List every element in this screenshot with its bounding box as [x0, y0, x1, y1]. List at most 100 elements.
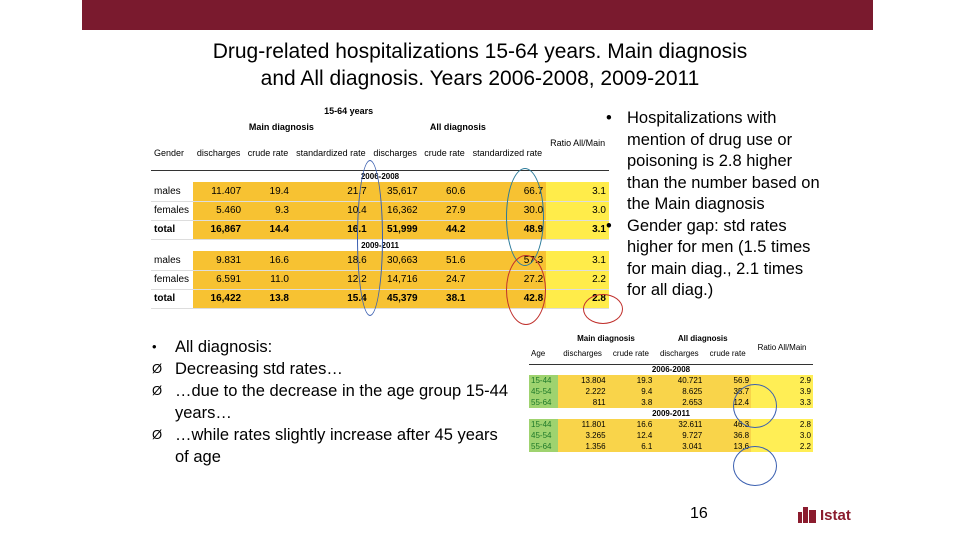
table-cell: 44.2 [420, 219, 469, 240]
period-label: 2006-2008 [151, 170, 609, 182]
row-label: 45-54 [529, 430, 558, 441]
table-row: 15-44 13.804 19.3 40.721 56.9 2.9 [529, 375, 813, 386]
group-header-all: All diagnosis [429, 122, 486, 132]
table-cell: 9.4 [607, 386, 655, 397]
col-header-gender: Gender [151, 136, 194, 171]
table-cell: 3.3 [751, 397, 813, 408]
table-cell: 14,716 [369, 270, 421, 290]
table-cell: 3.1 [546, 182, 609, 202]
slide-title: Drug-related hospitalizations 15-64 year… [150, 38, 810, 92]
table-row: 15-44 11.801 16.6 32.611 46.3 2.8 [529, 419, 813, 430]
table-cell: 24.7 [420, 270, 469, 290]
table-cell: 2.9 [751, 375, 813, 386]
highlight-ellipse [583, 294, 623, 324]
table-cell: 21.7 [291, 182, 370, 202]
table-cell: 16.6 [607, 419, 655, 430]
table-cell: 9.727 [654, 430, 705, 441]
ratio-header: Ratio All/Main [751, 332, 813, 365]
table-cell: 51.6 [420, 251, 469, 271]
table-cell: 13.8 [244, 288, 292, 309]
title-line-2: and All diagnosis. Years 2006-2008, 2009… [260, 67, 700, 90]
table-cell: 13.804 [557, 375, 608, 386]
table-cell: 10.4 [291, 201, 370, 221]
table-cell: 56.9 [704, 375, 752, 386]
row-label: 55-64 [529, 441, 558, 452]
table-cell: 16,867 [193, 219, 245, 240]
table-cell: 3.0 [546, 201, 609, 221]
table-cell: 2.2 [546, 270, 609, 290]
table-age-rates: Main diagnosis All diagnosis Ratio All/M… [529, 332, 813, 452]
col-header-std: standardized rate [291, 136, 370, 171]
bullet-marker: Ø [152, 383, 163, 398]
table-cell: 8.625 [654, 386, 705, 397]
table-cell: 811 [557, 397, 608, 408]
row-label: females [151, 201, 194, 221]
group-header-main: Main diagnosis [248, 122, 314, 132]
bullet-text: …due to the decrease in the age group 15… [175, 382, 508, 422]
period-label: 2009-2011 [652, 409, 690, 418]
bullet-item: • Gender gap: std rates higher for men (1… [606, 216, 826, 302]
table-cell: 3.041 [654, 441, 705, 452]
col-header-discharges: discharges [557, 344, 608, 365]
table-cell: 14.4 [244, 219, 292, 240]
row-label: total [151, 288, 194, 309]
col-header-crude: crude rate [704, 344, 752, 365]
table-cell: 2.8 [751, 419, 813, 430]
left-bullet-list: • All diagnosis: Ø Decreasing std rates… Ø …d… [152, 336, 512, 468]
table-cell: 6.591 [193, 270, 245, 290]
table-cell: 60.6 [420, 182, 469, 202]
table-row: 55-64 1.356 6.1 3.041 13.6 2.2 [529, 441, 813, 452]
bullet-item: • Hospitalizations with mention of drug u… [606, 108, 826, 216]
bullet-text: Decreasing std rates… [175, 360, 343, 378]
row-label: males [151, 182, 194, 202]
table-cell: 6.1 [607, 441, 655, 452]
bullet-marker: Ø [152, 361, 163, 376]
right-bullet-list: • Hospitalizations with mention of drug u… [606, 108, 826, 302]
bullet-text: Gender gap: std rates higher for men (1.… [627, 216, 811, 300]
col-header-std: standardized rate [468, 136, 547, 171]
table-top-header: 15-64 years [324, 106, 374, 116]
row-label: 45-54 [529, 386, 558, 397]
istat-logo: Istat [798, 505, 851, 525]
bullet-marker: • [152, 339, 157, 354]
row-label: 55-64 [529, 397, 558, 408]
group-header-main: Main diagnosis [577, 333, 635, 343]
bullet-marker: • [606, 216, 612, 235]
highlight-ellipse [357, 160, 383, 316]
table-cell: 1.356 [557, 441, 608, 452]
col-header-crude: crude rate [420, 136, 469, 171]
page-number: 16 [690, 505, 708, 522]
row-label: 15-44 [529, 419, 558, 430]
table-row: 45-54 3.265 12.4 9.727 36.8 3.0 [529, 430, 813, 441]
highlight-ellipse [733, 446, 777, 486]
logo-text: Istat [820, 506, 851, 524]
table-cell: 9.3 [244, 201, 292, 221]
bullet-marker: • [606, 109, 612, 127]
bullet-text: Hospitalizations with mention of drug us… [627, 109, 820, 213]
highlight-ellipse [506, 255, 546, 325]
table-cell: 19.3 [607, 375, 655, 386]
col-header-discharges: discharges [193, 136, 245, 171]
col-header-discharges: discharges [369, 136, 421, 171]
highlight-ellipse [733, 384, 777, 428]
table-cell: 5.460 [193, 201, 245, 221]
row-label: 15-44 [529, 375, 558, 386]
table-row: males 9.831 16.6 18.6 30,663 51.6 57.3 3.1 [151, 251, 609, 271]
table-row: 45-54 2.222 9.4 8.625 35.7 3.9 [529, 386, 813, 397]
table-cell: 13.6 [704, 441, 752, 452]
table-cell: 3.9 [751, 386, 813, 397]
bullet-marker: Ø [152, 427, 163, 442]
period-label: 2006-2008 [651, 365, 691, 375]
row-label: males [151, 251, 194, 271]
table-cell: 32.611 [654, 419, 705, 430]
col-header-discharges: discharges [654, 344, 705, 365]
table-cell: 2.222 [557, 386, 608, 397]
group-header-all: All diagnosis [677, 333, 728, 343]
table-cell: 16.6 [244, 251, 292, 271]
table-cell: 3.0 [751, 430, 813, 441]
table-cell: 11.407 [193, 182, 245, 202]
table-cell: 3.1 [546, 251, 609, 271]
table-cell: 2.653 [654, 397, 705, 408]
istat-logo-icon [798, 507, 816, 523]
bullet-text: …while rates slightly increase after 45 … [175, 426, 498, 466]
